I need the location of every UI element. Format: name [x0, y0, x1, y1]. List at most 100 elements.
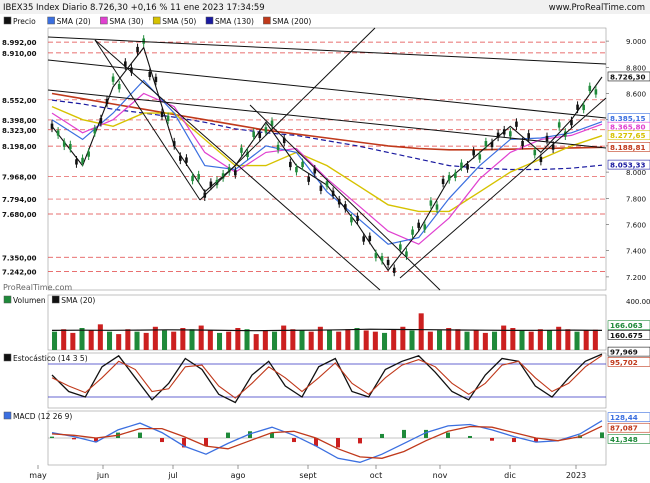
trend-line [94, 39, 381, 291]
volume-bar [537, 329, 543, 350]
volume-bar [226, 331, 232, 350]
watermark-label: ProRealTime.com [3, 283, 72, 292]
legend-swatch [3, 411, 12, 420]
macd-histogram-bar [468, 435, 472, 438]
legend-swatch [47, 16, 55, 25]
candle-body [423, 224, 427, 230]
legend-label: SMA (200) [272, 17, 311, 26]
candle-body [209, 181, 213, 187]
legend-swatch [3, 353, 12, 362]
legend-label: SMA (30) [109, 17, 143, 26]
y-tick-label: 8.800 [626, 64, 646, 72]
volume-bar [61, 329, 67, 350]
candle-body [282, 137, 286, 144]
level-label: 7.350,00 [2, 254, 37, 262]
volume-bar [528, 331, 534, 350]
legend-swatch [3, 16, 12, 25]
volume-bar [501, 325, 507, 350]
candle-body [234, 170, 237, 176]
level-label: 7.794,00 [2, 196, 37, 204]
candle-body [478, 154, 482, 160]
candle-body [69, 143, 72, 150]
stochastic-plot-area [47, 352, 607, 409]
volume-bar [418, 313, 424, 350]
level-label: 8.398,00 [2, 117, 37, 125]
macd-histogram-bar [248, 431, 252, 438]
legend-swatch [152, 16, 161, 25]
candle-body [93, 128, 97, 134]
candle-body [50, 123, 54, 129]
candle-body [539, 156, 543, 163]
volume-bar [391, 329, 397, 350]
candle-body [399, 244, 402, 250]
candle-body [594, 89, 598, 95]
candle-body [105, 98, 109, 105]
macd-histogram-bar [204, 438, 208, 447]
value-tag-label: 95,702 [610, 358, 638, 367]
value-tag-label: 8.385,15 [610, 114, 645, 123]
candle-body [295, 167, 298, 173]
price-panel[interactable]: 8.992,00 8.910,00 8.552,00 8.398,00 8.323,00… [2, 16, 650, 291]
legend-swatch [100, 16, 108, 25]
legend-swatch [205, 16, 214, 25]
macd-histogram-bar [534, 438, 538, 443]
volume-bar [583, 330, 589, 350]
volume-bar [134, 331, 140, 350]
candle-body [460, 162, 463, 168]
legend-label: SMA (20) [61, 296, 95, 305]
volume-bar [143, 332, 149, 350]
candle-body [289, 161, 292, 168]
candle-body [179, 155, 182, 161]
x-tick-label: jul [167, 471, 178, 480]
volume-bar [207, 330, 213, 350]
volume-bar [217, 332, 223, 350]
candle-body [246, 151, 249, 157]
volume-bar [299, 330, 305, 350]
candle-body [570, 119, 573, 126]
candle-body [374, 252, 378, 259]
volume-bar [473, 330, 479, 350]
legend-label: Volumen [13, 296, 46, 305]
legend-label: SMA (20) [57, 17, 91, 26]
volume-bar [97, 324, 103, 350]
candle-body [240, 147, 243, 153]
x-tick-label: jun [96, 471, 109, 480]
level-label: 8.198,00 [2, 143, 37, 151]
macd-panel[interactable]: 128,44 87,087 41,348 MACD (12 26 9) [3, 410, 650, 466]
candle-body [411, 229, 414, 235]
macd-histogram-bar [402, 429, 406, 438]
candle-body [551, 144, 555, 150]
candle-body [325, 181, 329, 187]
legend-label: Estocástico (14 3 5) [13, 354, 88, 363]
candle-body [117, 84, 121, 90]
volume-bar [510, 328, 516, 350]
candle-body [380, 256, 384, 262]
candle-body [185, 157, 188, 163]
value-tag [607, 357, 650, 367]
volume-bar [125, 329, 131, 350]
x-tick-label: 2023 [566, 471, 586, 480]
candle-body [368, 235, 372, 242]
candle-body [142, 38, 145, 44]
trend-line [94, 39, 201, 201]
volume-bar [446, 328, 452, 350]
candle-body [582, 104, 585, 111]
candle-body [197, 174, 200, 180]
candle-body [496, 132, 500, 138]
x-tick-label: dic [504, 471, 516, 480]
candle-body [172, 141, 176, 147]
candle-body [405, 251, 408, 257]
volume-bar [262, 330, 268, 350]
volume-bar [253, 334, 259, 350]
volume-tick-label: 400.000 [626, 298, 650, 306]
level-label: 7.680,00 [2, 211, 37, 219]
candle-body [337, 199, 341, 205]
volume-bar [327, 330, 333, 350]
macd-histogram-bar [600, 432, 604, 438]
macd-histogram-bar [292, 438, 296, 443]
brand-label: www.ProRealTime.com [549, 3, 645, 13]
value-tag-label: 41,348 [610, 435, 638, 444]
candle-body [533, 150, 537, 156]
